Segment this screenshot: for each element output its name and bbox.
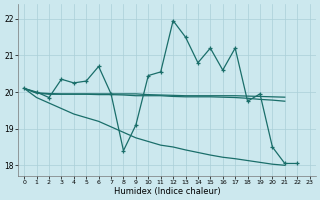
X-axis label: Humidex (Indice chaleur): Humidex (Indice chaleur)	[114, 187, 220, 196]
